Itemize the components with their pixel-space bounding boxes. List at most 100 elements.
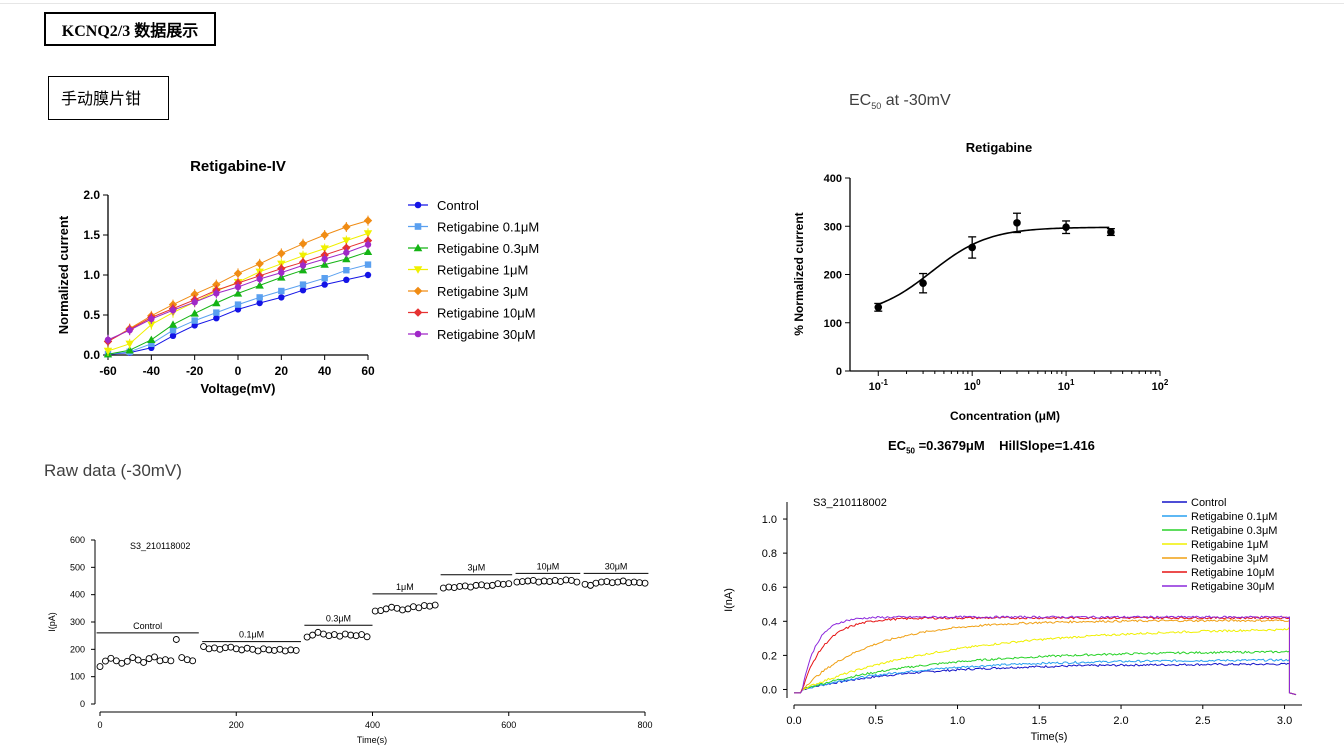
raw-data-point [562,576,570,584]
iv-legend-marker [413,286,423,296]
raw-data-point [597,578,605,586]
raw-data-point [371,607,379,615]
iv-legend-label: Retigabine 0.3μM [437,241,539,256]
raw-data-point [573,578,581,586]
iv-data-point [233,289,243,297]
iv-data-point [147,335,156,343]
traces-series-line [794,650,1297,696]
iv-data-point [278,269,285,276]
ec50-data-point [1062,223,1070,232]
raw-y-tick-label: 0 [80,699,85,709]
iv-data-point [343,249,350,256]
raw-data-point [494,580,502,588]
raw-data-point [134,656,142,664]
iv-x-tick-label: -20 [186,364,204,378]
ec50-tick-base: 10 [1058,381,1070,393]
iv-data-point [234,306,242,313]
raw-data-point [472,581,480,589]
iv-data-point [278,294,285,301]
iv-legend-marker [413,243,423,252]
raw-data-point [551,577,559,584]
iv-data-point [320,245,329,253]
raw-y-tick-label: 500 [70,562,85,572]
raw-segment-label: 3μM [468,563,486,573]
raw-data-point [409,603,417,611]
iv-x-tick-label: 0 [235,364,242,378]
ec50-y-tick-label: 0 [836,366,842,378]
iv-y-tick-label: 0.0 [83,348,100,362]
iv-y-tick-label: 2.0 [83,188,100,202]
ec50-section-suffix: at -30mV [881,92,951,109]
ec50-x-tick-label: 10-1 [869,378,889,393]
traces-x-tick-label: 3.0 [1277,715,1292,727]
current-traces-chart: 0.0 0.2 0.4 0.6 0.8 1.0 0.0 0.5 1.0 1.5 2.0 2.5 3.0 T… [723,497,1302,743]
ec50-section-sub: 50 [871,101,882,112]
traces-y-tick-label: 0.6 [762,582,777,594]
iv-data-point [126,327,133,334]
raw-x-tick-label: 400 [365,720,380,730]
traces-legend-label: Control [1191,497,1226,509]
iv-data-point [256,299,263,307]
traces-y-tick-label: 0.0 [762,684,777,696]
traces-series-line [794,662,1297,696]
traces-legend-label: Retigabine 10μM [1191,567,1274,579]
raw-data-point [513,578,521,586]
ec50-result: EC50 =0.3679μM HillSlope=1.416 [888,438,1095,456]
raw-data-point [431,601,439,609]
iv-data-point [191,299,198,306]
raw-data-point [101,657,109,665]
page-title-text: KCNQ2/3 数据展示 [61,23,199,40]
iv-data-point [213,315,220,322]
traces-legend-label: Retigabine 0.1μM [1191,511,1277,523]
iv-data-point [320,230,329,240]
raw-data-point [205,645,213,653]
raw-segment-label: Control [133,621,162,631]
ec50-y-tick-label: 100 [824,318,842,330]
ec50-tick-exponent: -1 [881,378,889,387]
iv-x-label: Voltage(mV) [201,381,276,396]
iv-data-point [256,275,263,283]
raw-data-point [265,646,273,654]
ec50-tick-exponent: 1 [1070,378,1075,387]
iv-y-tick-label: 1.0 [83,268,100,282]
iv-data-point [299,262,307,269]
raw-data-point [156,657,164,665]
traces-x-tick-label: 1.0 [950,715,965,727]
raw-data-point [325,632,333,640]
ec50-x-label: Concentration (μM) [950,409,1060,423]
ec50-x-tick-label: 102 [1152,378,1169,393]
iv-x-tick-label: 20 [275,364,289,378]
raw-data-point [399,606,406,614]
iv-legend-label: Retigabine 1μM [437,263,528,278]
raw-data-point [581,580,589,588]
method-text: 手动膜片钳 [61,91,142,108]
raw-y-tick-label: 100 [70,672,85,682]
ec50-result-sub: 50 [906,446,915,456]
page-title: KCNQ2/3 数据展示 [44,12,216,46]
raw-data-point [524,577,532,585]
raw-data-section-label: Raw data (-30mV) [44,461,182,480]
raw-data-point [140,659,148,666]
traces-y-tick-label: 0.2 [762,650,777,662]
ec50-y-tick-label: 400 [824,173,842,185]
iv-data-point [299,287,307,294]
ec50-section-label: EC50 at -30mV [849,92,951,111]
raw-x-label: Time(s) [357,735,387,745]
ec50-tick-base: 10 [869,381,881,393]
traces-legend-label: Retigabine 30μM [1191,581,1274,593]
ec50-tick-base: 10 [964,381,976,393]
ec50-tick-exponent: 0 [976,378,981,387]
iv-legend-label: Retigabine 3μM [437,284,528,299]
raw-x-tick-label: 0 [97,720,102,730]
ec50-data-point [968,243,976,252]
ec50-data-point [1013,219,1021,227]
iv-data-point [191,317,198,324]
iv-x-tick-label: 40 [318,364,332,378]
raw-data-chart: 0 100 200 300 400 500 600 0 200 400 600 800 Time(s) I… [47,535,653,745]
iv-legend-marker [414,223,422,230]
iv-data-point [363,216,373,225]
raw-y-tick-label: 300 [70,617,85,627]
raw-data-point [505,580,513,588]
iv-data-point [364,241,372,248]
